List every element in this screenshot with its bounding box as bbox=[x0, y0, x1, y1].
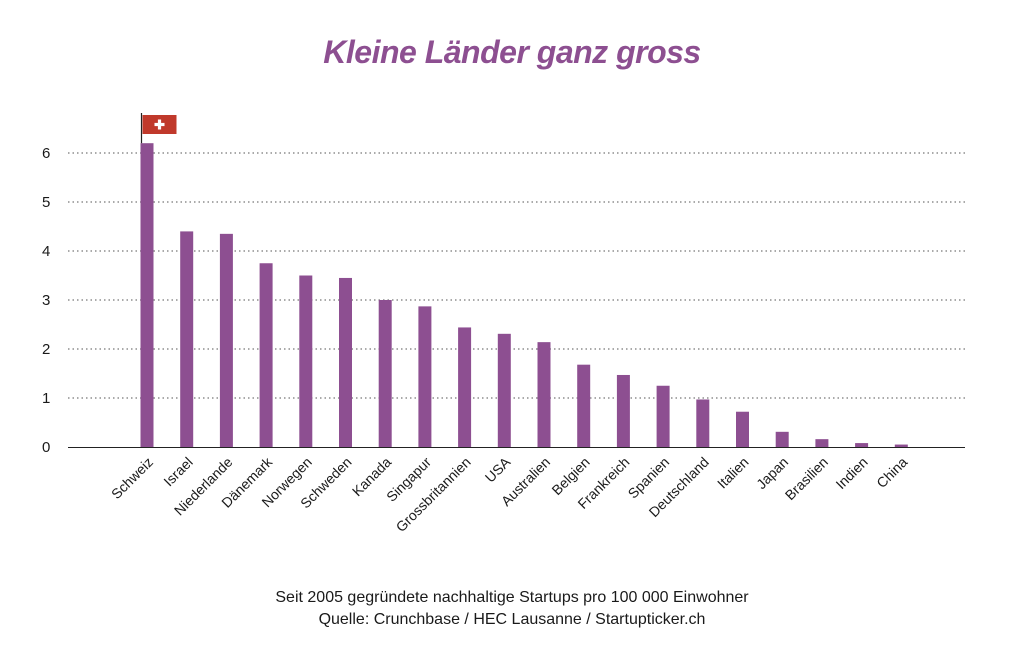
y-axis-ticks: 0 1 2 3 4 5 6 bbox=[42, 145, 50, 456]
bar-dänemark bbox=[259, 263, 273, 447]
x-tick-label: USA bbox=[482, 453, 514, 485]
chart-caption: Seit 2005 gegründete nachhaltige Startup… bbox=[275, 589, 749, 606]
gridlines bbox=[68, 152, 965, 399]
bar-japan bbox=[775, 431, 789, 447]
y-tick-label: 1 bbox=[42, 390, 50, 407]
x-tick-label: China bbox=[873, 454, 910, 491]
y-tick-label: 2 bbox=[42, 341, 50, 358]
chart-source: Quelle: Crunchbase / HEC Lausanne / Star… bbox=[318, 611, 706, 628]
swiss-flag-icon bbox=[140, 113, 177, 144]
x-tick-label: Japan bbox=[753, 454, 791, 492]
bar-indien bbox=[855, 443, 869, 447]
y-tick-label: 5 bbox=[42, 194, 50, 211]
bar-israel bbox=[180, 231, 194, 447]
x-tick-label: Schweiz bbox=[108, 454, 156, 502]
x-tick-label: Israel bbox=[160, 454, 196, 490]
x-tick-label: Indien bbox=[832, 454, 870, 492]
chart-title: Kleine Länder ganz gross bbox=[323, 34, 701, 70]
y-tick-label: 3 bbox=[42, 292, 50, 309]
bar-singapur bbox=[418, 306, 432, 447]
bar-frankreich bbox=[616, 374, 630, 447]
bar-schweden bbox=[339, 277, 352, 447]
x-tick-label: Italien bbox=[714, 454, 752, 492]
x-axis-labels: Schweiz IsraelNiederlandeDänemarkNorwegen… bbox=[108, 453, 911, 535]
bar-schweiz bbox=[140, 143, 154, 447]
bar-norwegen bbox=[299, 275, 313, 447]
y-tick-label: 4 bbox=[42, 243, 50, 260]
bar-australien bbox=[537, 342, 551, 447]
x-tick-label: Brasilien bbox=[782, 454, 831, 503]
bar-deutschland bbox=[696, 399, 710, 447]
y-tick-label: 0 bbox=[42, 439, 50, 456]
flag-cross-horizontal bbox=[154, 122, 165, 127]
bar-brasilien bbox=[815, 439, 829, 447]
bar-china bbox=[894, 444, 908, 447]
bar-spanien bbox=[656, 385, 670, 447]
bar-belgien bbox=[577, 364, 591, 447]
bar-niederlande bbox=[219, 233, 233, 447]
bar-grossbritannien bbox=[458, 327, 472, 447]
bar-usa bbox=[497, 333, 511, 447]
bar-kanada bbox=[378, 300, 392, 447]
bar-italien bbox=[736, 411, 749, 447]
y-tick-label: 6 bbox=[42, 145, 50, 162]
bars bbox=[140, 143, 908, 447]
